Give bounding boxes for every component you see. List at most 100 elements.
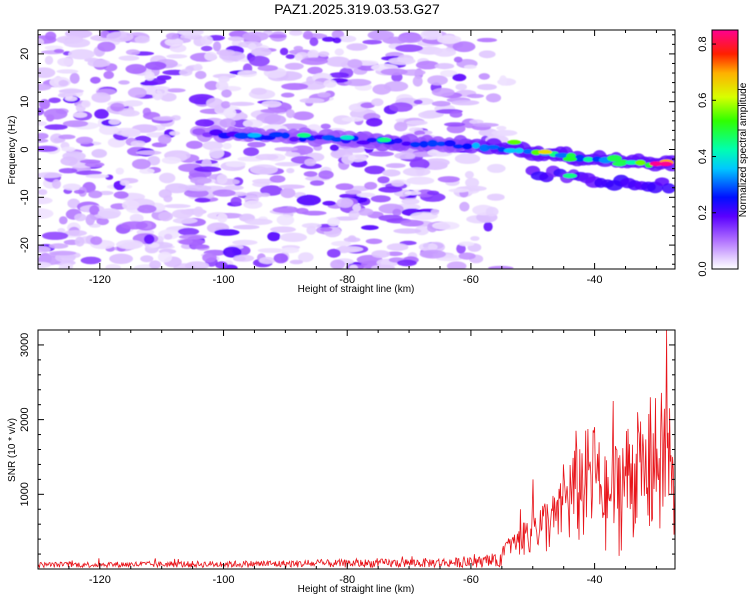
heatmap-cell [38, 138, 49, 143]
heatmap-cell [357, 208, 374, 216]
heatmap-cell [485, 93, 502, 103]
ridge-cell [268, 131, 285, 138]
ridge-cell [486, 145, 500, 150]
heatmap-cell [371, 264, 396, 269]
heatmap-cell [243, 147, 259, 157]
bottom-xtick-label: -120 [89, 574, 111, 586]
heatmap-cell [472, 122, 499, 127]
heatmap-cell [212, 189, 236, 197]
heatmap-cell [57, 57, 73, 67]
heatmap-cell [38, 121, 47, 126]
heatmap-cell [280, 187, 296, 199]
ridge-cell [393, 138, 403, 144]
heatmap-cell [52, 179, 61, 189]
heatmap-cell [371, 250, 391, 259]
heatmap-cell [179, 68, 193, 77]
heatmap-cell [330, 259, 345, 269]
heatmap-cell [307, 66, 323, 75]
heatmap-cell [202, 252, 217, 263]
colorbar-label: Normalized spectral amplitude [738, 82, 749, 217]
heatmap-cell [406, 120, 428, 126]
heatmap-cell [401, 198, 420, 205]
heatmap-cell [186, 140, 203, 149]
heatmap-cell [349, 264, 358, 269]
heatmap-cell [58, 88, 84, 94]
heatmap-cell [323, 79, 337, 88]
heatmap-cell [247, 141, 266, 148]
heatmap-cell [69, 72, 80, 84]
heatmap-cell [456, 243, 466, 254]
bottom-xtick-label: -60 [463, 574, 479, 586]
heatmap-cell [214, 229, 240, 236]
heatmap-cell [261, 100, 282, 108]
heatmap-cell [163, 195, 173, 203]
heatmap-cell [149, 260, 161, 269]
heatmap-cell [320, 227, 333, 232]
heatmap-cell [103, 71, 114, 79]
top-xtick-label: -100 [213, 274, 235, 286]
heatmap-cell [219, 118, 236, 128]
heatmap-cell [134, 35, 150, 44]
heatmap-cell [215, 261, 228, 269]
ridge-cell [523, 149, 533, 154]
heatmap-cell [120, 180, 130, 186]
heatmap-cell [116, 239, 144, 250]
heatmap-cell [152, 116, 176, 121]
ridge-cell [462, 143, 473, 150]
heatmap-cell [161, 156, 182, 164]
ridge-hotspot [507, 139, 522, 145]
heatmap-cell [63, 38, 91, 48]
heatmap-cell [45, 31, 57, 41]
heatmap-cell [293, 45, 304, 51]
heatmap-cell [98, 125, 119, 135]
heatmap-cell [348, 210, 360, 219]
heatmap-cell [267, 231, 281, 242]
heatmap-cell [337, 245, 350, 254]
heatmap-cell [307, 49, 320, 59]
top-ytick-label: 10 [19, 96, 31, 108]
ridge-hotspot [538, 149, 553, 155]
bottom-ylabel: SNR (10 * v/v) [7, 418, 18, 482]
heatmap-cell [228, 101, 255, 106]
heatmap-cell [269, 175, 286, 183]
bottom-xtick-label: -80 [339, 574, 355, 586]
heatmap-cell [364, 181, 378, 190]
heatmap-cell [166, 88, 186, 93]
heatmap-cell [97, 208, 122, 219]
heatmap-cell [81, 100, 91, 108]
heatmap-cell [284, 152, 301, 157]
heatmap-cell [177, 30, 204, 36]
heatmap-cell [477, 83, 497, 91]
heatmap-cell [233, 254, 255, 262]
heatmap-cell [392, 208, 402, 217]
heatmap-cell [347, 235, 357, 242]
heatmap-cell [62, 120, 89, 128]
colorbar-bar [711, 29, 739, 270]
bottom-axis-ticks: -120 -100 -80 -60 -40 1000 2000 3000 [19, 329, 675, 586]
heatmap-cell [41, 231, 69, 240]
heatmap-cell [400, 219, 424, 227]
heatmap-cell [237, 70, 257, 78]
colorbar: 0.0 0.2 0.4 0.6 0.8 Normalized spectral ampl… [697, 29, 749, 277]
heatmap-cell [331, 240, 351, 247]
heatmap-cell [346, 43, 368, 51]
heatmap-cell [132, 158, 151, 170]
heatmap-cell [215, 80, 229, 91]
heatmap-cell [284, 62, 304, 70]
heatmap-cell [223, 107, 237, 119]
heatmap-cell [59, 216, 68, 225]
colorbar-tick-label: 0.8 [697, 36, 709, 51]
ridge-cell [583, 157, 594, 162]
heatmap-cell [453, 56, 463, 63]
heatmap-cell [465, 177, 480, 188]
ridge-hotspot [562, 173, 577, 179]
heatmap-cell [329, 72, 349, 78]
top-ytick-label: -10 [19, 189, 31, 205]
heatmap-cell [347, 59, 363, 69]
heatmap-cell [222, 142, 232, 150]
heatmap-cell [377, 176, 390, 184]
heatmap-cell [391, 180, 405, 187]
heatmap-cell [108, 118, 121, 125]
heatmap-cell [119, 110, 140, 117]
